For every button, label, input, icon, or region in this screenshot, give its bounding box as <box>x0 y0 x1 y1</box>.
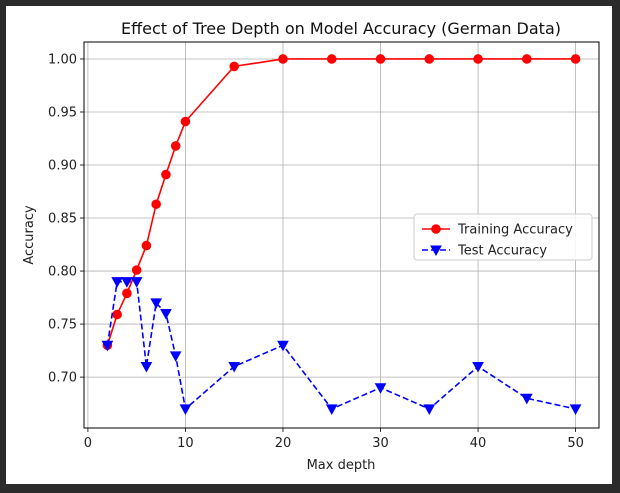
data-point <box>228 361 241 373</box>
chart-title: Effect of Tree Depth on Model Accuracy (… <box>121 19 561 38</box>
data-point <box>130 277 143 288</box>
series-training-accuracy <box>102 54 581 351</box>
data-point <box>170 141 181 151</box>
figure: Effect of Tree Depth on Model Accuracy (… <box>6 6 612 484</box>
data-point <box>141 240 152 251</box>
chart-canvas: Effect of Tree Depth on Model Accuracy (… <box>22 19 600 473</box>
x-tick-label: 0 <box>84 436 92 451</box>
legend: Training Accuracy Test Accuracy <box>413 213 593 261</box>
legend-marker <box>431 224 441 234</box>
y-tick-label: 1.00 <box>48 52 77 67</box>
data-point <box>160 308 172 320</box>
legend-marker <box>430 245 442 257</box>
legend-box <box>413 213 593 261</box>
data-point <box>424 54 435 64</box>
data-point <box>423 404 436 415</box>
x-axis-label: Max depth <box>307 458 376 473</box>
x-tick-label: 10 <box>177 436 194 451</box>
data-point <box>151 199 161 210</box>
y-tick-label: 0.70 <box>48 371 77 386</box>
x-tick-label: 50 <box>567 436 584 451</box>
y-tick-label: 0.75 <box>48 318 77 333</box>
legend-label: Test Accuracy <box>457 244 547 259</box>
y-axis-label: Accuracy <box>22 205 37 265</box>
series-layer <box>101 54 582 415</box>
y-tick-label: 0.90 <box>48 159 77 174</box>
data-point <box>111 277 124 288</box>
y-tick-label: 0.95 <box>48 105 77 120</box>
data-point <box>326 54 337 64</box>
data-point <box>131 265 142 275</box>
data-point <box>122 288 132 299</box>
data-point <box>169 351 182 362</box>
data-point <box>277 340 289 352</box>
y-tick-label: 0.85 <box>48 212 77 227</box>
data-point <box>570 54 581 64</box>
data-point <box>472 361 484 373</box>
series-test-accuracy <box>101 277 582 415</box>
plot-area-frame <box>83 41 600 429</box>
data-point <box>161 169 171 180</box>
data-point <box>150 298 163 309</box>
x-tick-label: 40 <box>470 436 487 451</box>
data-point <box>101 340 114 352</box>
data-point <box>374 383 387 394</box>
x-tick-label: 20 <box>275 436 292 451</box>
data-point <box>112 309 122 320</box>
data-point <box>473 54 483 64</box>
data-point <box>325 404 338 415</box>
series-line <box>106 58 576 346</box>
x-tick-label: 30 <box>372 436 389 451</box>
data-point <box>375 54 386 64</box>
data-point <box>180 116 191 127</box>
data-point <box>520 393 533 405</box>
series-line <box>106 280 576 410</box>
legend-label: Training Accuracy <box>457 223 573 238</box>
data-point <box>179 404 192 415</box>
data-point <box>278 54 288 64</box>
data-point <box>569 404 582 415</box>
data-point <box>121 277 133 288</box>
data-point <box>140 361 153 373</box>
data-point <box>522 54 532 64</box>
y-tick-label: 0.80 <box>48 265 77 280</box>
axis-ticks: 0 10 20 30 40 50 0.70 0.75 0.80 0.85 0.90 0.95 1.00 <box>48 52 584 451</box>
data-point <box>229 61 240 72</box>
